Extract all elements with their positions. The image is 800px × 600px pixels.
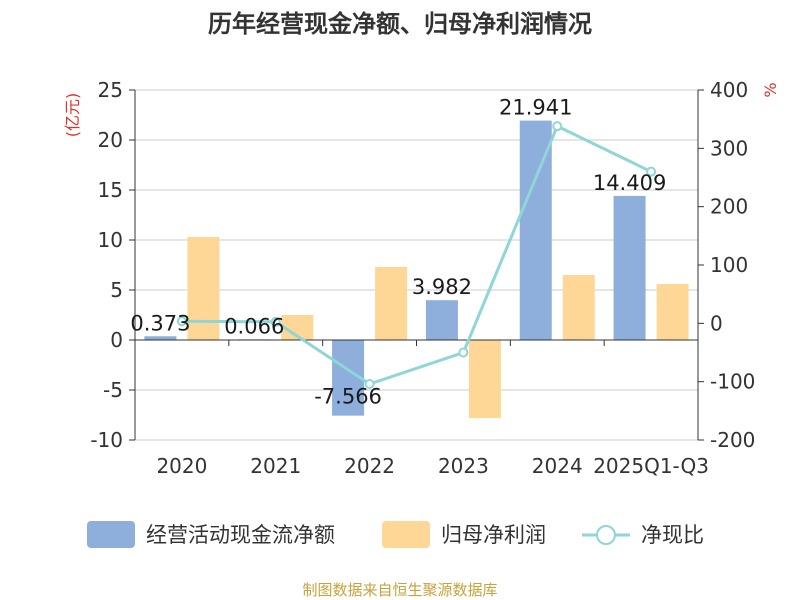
right-tick-label: 300 [710, 136, 748, 160]
cashflow-data-label: 21.941 [499, 96, 572, 120]
cashflow-data-label: 0.373 [130, 311, 190, 335]
bars [144, 120, 689, 418]
legend-cashflow-label: 经营活动现金流净额 [146, 523, 335, 547]
cashflow-data-label: -7.566 [314, 385, 382, 409]
category-label: 2023 [438, 454, 489, 478]
ratio-point [270, 316, 281, 327]
legend-net-profit[interactable]: 归母净利润 [382, 521, 546, 548]
data-labels: 0.373 0.066 -7.566 3.982 21.941 14.409 [130, 96, 666, 409]
right-axis-unit: % [761, 82, 780, 97]
right-tick-label: 400 [710, 78, 748, 102]
left-tick-label: 0 [110, 328, 123, 352]
right-tick-label: -100 [710, 370, 755, 394]
left-tick-label: 25 [98, 78, 123, 102]
left-tick-label: 10 [98, 228, 123, 252]
legend-net-profit-swatch [382, 521, 430, 548]
category-label: 2020 [156, 454, 207, 478]
left-tick-label: 5 [110, 278, 123, 302]
category-label: 2025Q1-Q3 [593, 454, 709, 478]
legend-ratio[interactable]: 净现比 [582, 523, 704, 547]
legend-ratio-marker [596, 525, 616, 545]
legend-ratio-label: 净现比 [641, 523, 704, 547]
cashflow-data-label: 3.982 [412, 275, 472, 299]
cashflow-bar [425, 300, 458, 340]
net-profit-bar [562, 275, 595, 340]
source-note: 制图数据来自恒生聚源数据库 [302, 581, 497, 599]
legend-cashflow[interactable]: 经营活动现金流净额 [87, 521, 335, 548]
right-tick-label: 0 [710, 311, 723, 335]
left-tick-label: 20 [98, 128, 123, 152]
ratio-line-path [181, 124, 652, 386]
net-profit-bar [468, 340, 501, 418]
chart-title: 历年经营现金净额、归母净利润情况 [208, 10, 592, 38]
left-axis-unit: (亿元) [63, 93, 82, 138]
grid-lines [135, 89, 698, 441]
legend-net-profit-label: 归母净利润 [441, 523, 546, 547]
cashflow-bar [519, 120, 552, 340]
net-profit-bar [656, 284, 689, 340]
left-tick-label: 15 [98, 178, 123, 202]
ratio-point [364, 379, 375, 389]
right-tick-label: 100 [710, 253, 748, 277]
ratio-point [458, 347, 469, 358]
right-tick-label: 200 [710, 195, 748, 219]
net-profit-bar [375, 267, 408, 340]
category-label: 2024 [532, 454, 583, 478]
ratio-line [176, 121, 657, 389]
cashflow-bar [613, 195, 646, 340]
left-tick-label: -5 [103, 378, 123, 402]
right-tick-label: -200 [710, 428, 755, 452]
net-profit-bar [187, 237, 220, 340]
cashflow-data-label: 0.066 [224, 314, 284, 338]
axes: -10 -5 0 5 10 15 20 25 -200 -100 0 100 200 300 400 2020… [63, 78, 780, 478]
cashflow-data-label: 14.409 [593, 171, 666, 195]
cashflow-bar [144, 336, 177, 340]
ratio-point [552, 121, 563, 132]
legend-cashflow-swatch [87, 521, 135, 548]
legend[interactable]: 经营活动现金流净额 归母净利润 净现比 [87, 521, 704, 548]
category-label: 2022 [344, 454, 395, 478]
category-label: 2021 [250, 454, 301, 478]
ratio-point [646, 166, 657, 177]
left-tick-label: -10 [90, 428, 123, 452]
ratio-point [176, 316, 187, 327]
